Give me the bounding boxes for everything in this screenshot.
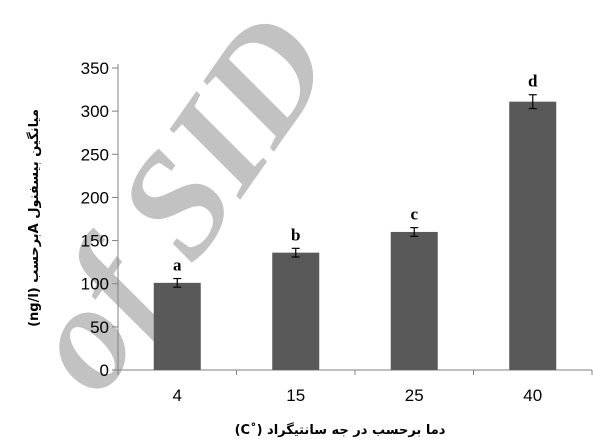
bar-25 <box>390 231 438 370</box>
significance-label: b <box>291 225 300 244</box>
significance-label: d <box>528 72 538 91</box>
y-tick-label: 100 <box>81 275 109 294</box>
y-tick-labels: 0 50 100 150 200 250 300 350 <box>81 59 109 380</box>
y-tick-label: 200 <box>81 188 109 207</box>
y-tick-label: 350 <box>81 59 109 78</box>
bars <box>153 101 557 370</box>
bar-40 <box>509 101 557 370</box>
error-bars <box>173 94 537 288</box>
y-axis-title: میانگین بیسفنول Aبرحسب (ng/l) <box>26 109 42 327</box>
significance-labels: a b c d <box>173 72 538 275</box>
y-tick-label: 0 <box>100 361 109 380</box>
bar-4 <box>153 282 201 370</box>
x-tick-label: 25 <box>405 386 424 405</box>
x-axis-title: دما برحسب در جه سانتیگراد (˚C) <box>235 422 446 438</box>
significance-label: c <box>410 205 418 224</box>
x-tick-label: 15 <box>286 386 305 405</box>
y-tick-label: 250 <box>81 145 109 164</box>
x-tick-label: 4 <box>173 386 182 405</box>
y-tick-label: 150 <box>81 232 109 251</box>
bar-15 <box>272 252 320 370</box>
x-tick-label: 40 <box>523 386 542 405</box>
x-tick-labels: 4 15 25 40 <box>173 386 543 405</box>
significance-label: a <box>173 256 182 275</box>
y-tick-label: 300 <box>81 102 109 121</box>
y-tick-label: 50 <box>90 318 109 337</box>
